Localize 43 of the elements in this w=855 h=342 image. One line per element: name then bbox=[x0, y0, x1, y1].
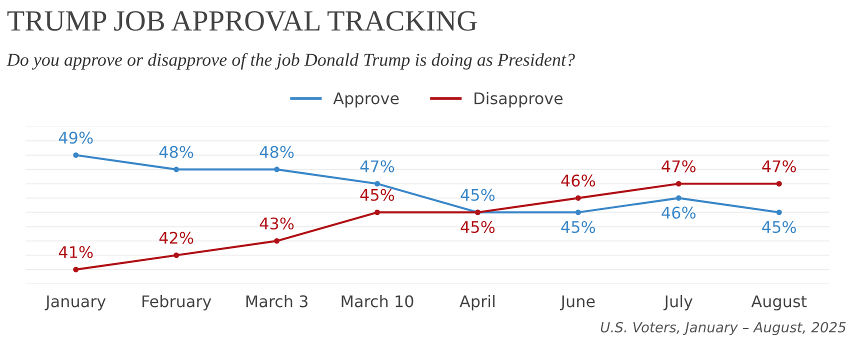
point bbox=[676, 180, 682, 187]
x-tick-label: January bbox=[44, 295, 106, 310]
data-label: 46% bbox=[662, 206, 696, 219]
data-label: 45% bbox=[460, 220, 495, 234]
chart-subtitle: Do you approve or disapprove of the job Donald Trump is doing as President? bbox=[6, 53, 575, 70]
data-label: 45% bbox=[561, 220, 596, 234]
x-tick-label: April bbox=[460, 294, 494, 310]
point bbox=[776, 210, 782, 216]
legend-label: Approve bbox=[333, 92, 399, 108]
point bbox=[174, 166, 180, 172]
chart-title: TRUMP JOB APPROVAL TRACKING bbox=[7, 11, 477, 31]
data-label: 45% bbox=[762, 220, 796, 234]
data-label: 42% bbox=[159, 232, 194, 244]
data-label: 47% bbox=[762, 160, 796, 172]
x-tick-label: July bbox=[663, 294, 693, 310]
data-label: 45% bbox=[360, 188, 394, 201]
data-label: 48% bbox=[260, 146, 294, 158]
text: U.S. Voters, January – August, 2025 bbox=[600, 322, 846, 336]
point bbox=[73, 152, 79, 158]
point bbox=[274, 238, 280, 244]
point bbox=[575, 210, 581, 216]
point bbox=[776, 180, 782, 187]
point bbox=[73, 266, 79, 272]
legend-label: Disapprove bbox=[474, 92, 563, 108]
x-tick-label: June bbox=[560, 295, 595, 310]
point bbox=[676, 195, 682, 201]
x-tick-label: February bbox=[142, 294, 212, 310]
x-tick-label: March 3 bbox=[246, 294, 308, 308]
data-label: 48% bbox=[159, 146, 194, 158]
point bbox=[575, 195, 581, 201]
point bbox=[174, 252, 180, 258]
point bbox=[374, 210, 380, 216]
data-label: 41% bbox=[58, 246, 93, 258]
point bbox=[274, 166, 280, 172]
data-label: 49% bbox=[58, 132, 93, 144]
point bbox=[374, 180, 380, 187]
data-label: 43% bbox=[260, 217, 294, 230]
x-tick-label: August bbox=[751, 295, 807, 310]
x-tick-label: March 10 bbox=[342, 294, 414, 308]
data-label: 47% bbox=[360, 160, 394, 172]
data-label: 46% bbox=[561, 174, 596, 187]
data-label: 47% bbox=[662, 160, 696, 172]
data-label: 45% bbox=[460, 188, 495, 201]
